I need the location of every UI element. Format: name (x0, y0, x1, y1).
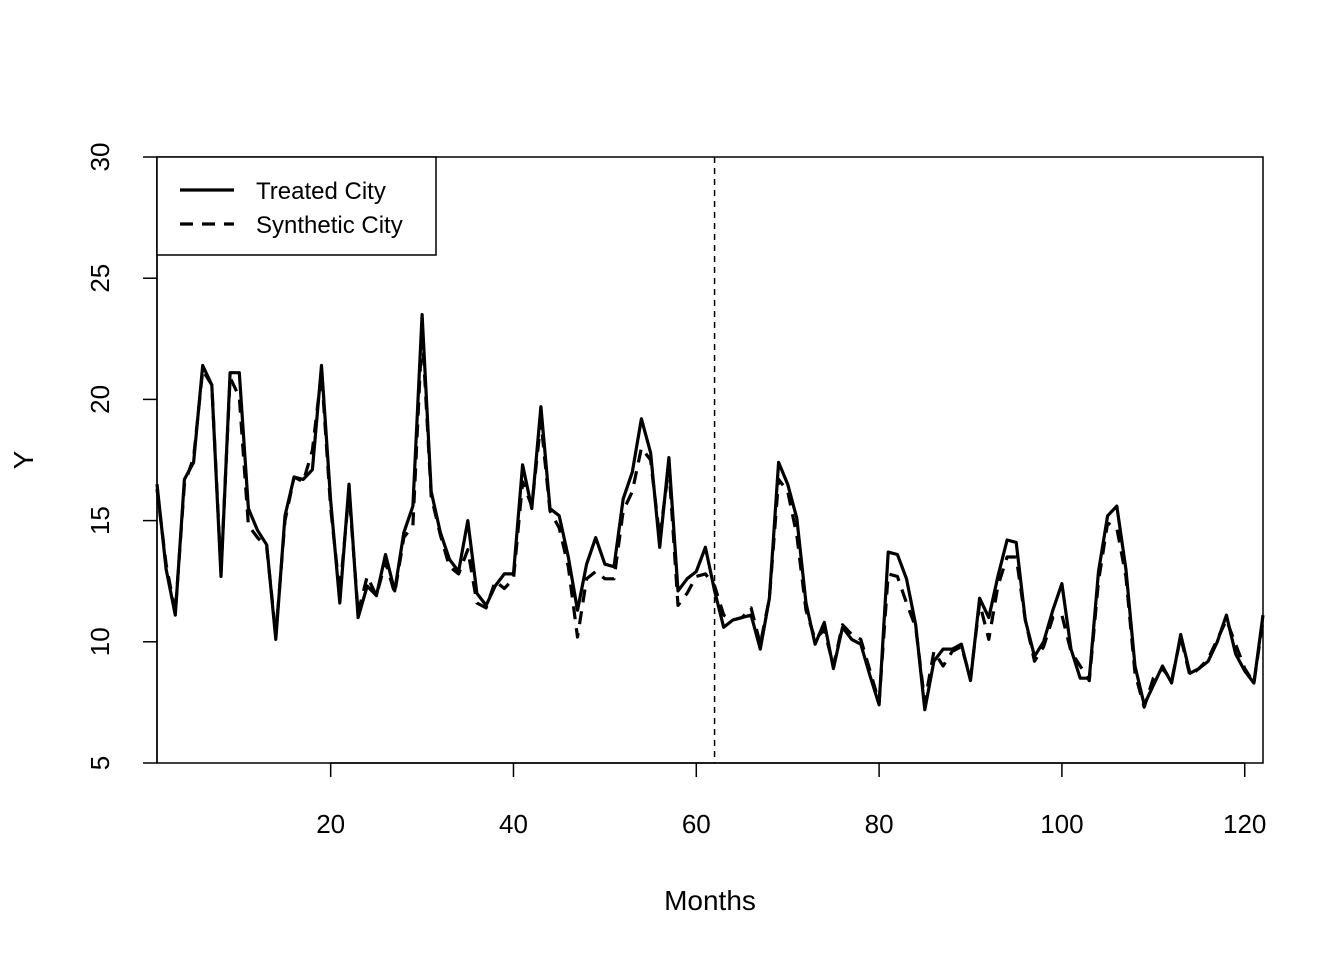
y-axis: 5 10 15 20 25 30 (85, 143, 158, 770)
y-tick-label: 20 (85, 385, 115, 414)
legend-label-treated: Treated City (256, 178, 386, 205)
y-tick-label: 25 (85, 264, 115, 293)
x-axis-title: Months (664, 885, 756, 916)
x-tick-label: 80 (865, 809, 894, 839)
legend: Treated City Synthetic City (156, 156, 437, 256)
y-tick-label: 30 (85, 143, 115, 172)
x-tick-label: 100 (1040, 809, 1083, 839)
x-tick-label: 40 (499, 809, 528, 839)
y-tick-label: 15 (85, 506, 115, 535)
y-axis-title: Y (8, 450, 39, 469)
x-tick-label: 20 (316, 809, 345, 839)
x-tick-label: 120 (1223, 809, 1266, 839)
series-line-treated-city (155, 313, 1265, 712)
x-tick-label: 60 (682, 809, 711, 839)
legend-box (156, 156, 437, 256)
y-tick-label: 5 (85, 756, 115, 770)
x-axis: 20 40 60 80 100 120 (316, 762, 1266, 839)
series-group (155, 313, 1265, 712)
y-tick-label: 10 (85, 627, 115, 656)
legend-label-synthetic: Synthetic City (256, 212, 403, 239)
